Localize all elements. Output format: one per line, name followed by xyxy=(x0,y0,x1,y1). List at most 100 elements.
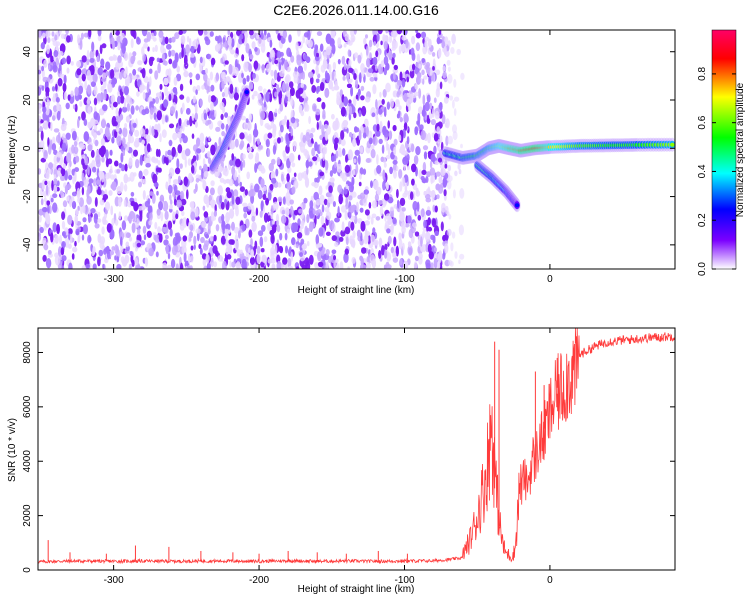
spectrogram-cell xyxy=(121,44,126,54)
spectrogram-cell xyxy=(94,197,98,207)
spectrogram-cell xyxy=(157,62,161,74)
spectrogram-cell xyxy=(167,220,173,230)
spectrogram-cell xyxy=(233,53,239,58)
spectrogram-cell xyxy=(415,42,421,52)
spectrogram-cell xyxy=(130,191,135,197)
spectrogram-ytick-label: 20 xyxy=(22,94,33,106)
spectrogram-cell xyxy=(153,30,157,37)
spectrogram-cell xyxy=(270,233,275,244)
spectrogram-cell xyxy=(429,160,433,169)
spectrogram-cell xyxy=(119,95,125,104)
spectrogram-cell xyxy=(441,40,446,49)
spectrogram-cell xyxy=(297,65,303,74)
spectrogram-cell xyxy=(277,196,283,203)
spectrogram-cell xyxy=(406,136,410,145)
spectrogram-cell xyxy=(412,200,418,211)
spectrogram-cell xyxy=(139,84,143,94)
spectrogram-cell xyxy=(281,63,285,74)
spectrogram-cell xyxy=(368,39,373,48)
spectrogram-cell xyxy=(215,250,219,257)
spectrogram-cell xyxy=(383,35,389,45)
spectrogram-cell xyxy=(50,55,54,63)
spectrogram-cell xyxy=(169,208,173,213)
spectrogram-cell xyxy=(209,71,214,81)
spectrogram-cell xyxy=(402,156,408,165)
spectrogram-cell xyxy=(88,236,92,242)
spectrogram-cell xyxy=(112,101,118,108)
spectrogram-cell xyxy=(340,229,346,237)
spectrogram-cell xyxy=(452,130,458,141)
spectrogram-cell xyxy=(203,171,209,178)
spectrogram-cell xyxy=(206,263,211,269)
spectrogram-cell xyxy=(151,193,156,204)
spectrogram-cell xyxy=(350,30,355,37)
spectrogram-cell xyxy=(432,66,435,71)
spectrogram-cell xyxy=(411,163,417,173)
spectrogram-cell xyxy=(438,176,443,184)
spectrogram-cell xyxy=(213,234,217,242)
spectrogram-cell xyxy=(196,37,200,45)
spectrogram-cell xyxy=(306,167,309,175)
spectrogram-cell xyxy=(399,117,403,123)
spectrogram-cell xyxy=(446,228,452,236)
spectrogram-cell xyxy=(174,32,180,40)
spectrogram-cell xyxy=(343,252,349,263)
spectrogram-cell xyxy=(41,145,45,153)
spectrogram-cell xyxy=(305,131,311,142)
snr-xtick-label: -300 xyxy=(104,575,124,586)
spectrogram-cell xyxy=(154,124,159,130)
spectrogram-cell xyxy=(445,118,450,129)
spectrogram-cell xyxy=(122,127,128,138)
spectrogram-cell xyxy=(194,112,198,121)
spectrogram-cell xyxy=(289,199,295,205)
spectrogram-cell xyxy=(285,207,290,217)
spectrogram-cell xyxy=(223,87,229,98)
spectrogram-cell xyxy=(236,30,242,36)
spectrogram-cell xyxy=(129,96,132,107)
spectrogram-cell xyxy=(297,30,301,37)
spectrogram-cell xyxy=(343,63,347,71)
chart-title: C2E6.2026.011.14.00.G16 xyxy=(273,2,439,18)
spectrogram-cell xyxy=(351,204,357,211)
spectrogram-cell xyxy=(124,163,128,172)
spectrogram-cell xyxy=(138,181,142,188)
spectrogram-cell xyxy=(132,54,136,62)
spectrogram-cell xyxy=(106,250,111,260)
spectrogram-cell xyxy=(265,197,269,206)
spectrogram-cell xyxy=(41,69,45,79)
spectrogram-cell xyxy=(384,49,387,57)
spectrogram-cell xyxy=(151,125,155,136)
spectrogram-cell xyxy=(322,153,326,162)
spectrogram-cell xyxy=(358,130,362,141)
spectrogram-cell xyxy=(392,90,396,98)
spectrogram-cell xyxy=(399,211,405,222)
spectrogram-cell xyxy=(243,212,247,219)
spectrogram-cell xyxy=(452,99,455,109)
spectrogram-cell xyxy=(265,63,272,73)
spectrogram-cell xyxy=(144,151,148,158)
spectrogram-cell xyxy=(453,108,457,117)
spectrogram-cell xyxy=(103,90,107,101)
spectrogram-cell xyxy=(168,93,172,101)
spectrogram-cell xyxy=(80,32,84,40)
spectrogram-cell xyxy=(74,103,78,113)
spectrogram-cell xyxy=(121,137,126,147)
spectrogram-cell xyxy=(299,252,303,257)
spectrogram-cell xyxy=(195,183,198,192)
spectrogram-cell xyxy=(228,239,234,245)
spectrogram-cell xyxy=(75,155,80,163)
spectrogram-cell xyxy=(119,113,124,121)
spectrogram-cell xyxy=(227,36,232,47)
spectrogram-cell xyxy=(147,205,152,213)
spectrogram-cell xyxy=(142,190,146,200)
spectrogram-cell xyxy=(415,32,421,39)
spectrogram-cell xyxy=(160,44,165,54)
spectrogram-cell xyxy=(366,262,371,269)
spectrogram-cell xyxy=(38,30,42,38)
spectrogram-cell xyxy=(428,75,432,85)
spectrogram-cell xyxy=(90,149,95,158)
spectrogram-cell xyxy=(111,136,115,144)
spectrogram-cell xyxy=(45,87,50,94)
spectrogram-cell xyxy=(382,169,386,181)
